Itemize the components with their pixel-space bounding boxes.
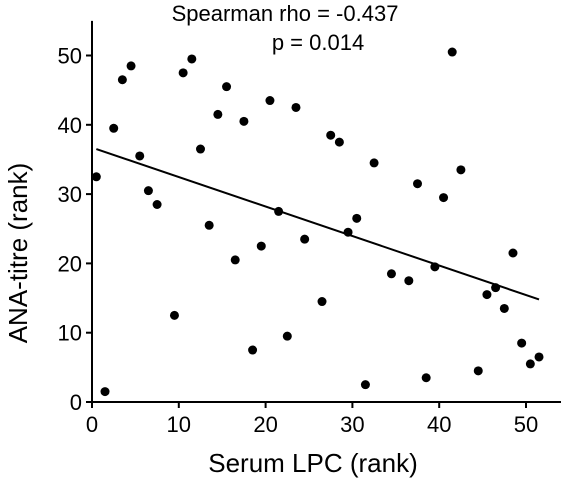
- data-point: [317, 297, 327, 307]
- data-point: [239, 116, 249, 126]
- regression-line-group: [96, 148, 540, 301]
- data-point: [369, 158, 379, 168]
- data-point: [326, 130, 336, 140]
- data-point: [508, 248, 518, 258]
- data-point: [334, 137, 344, 147]
- y-tick-label: 0: [70, 390, 82, 415]
- data-point: [117, 75, 127, 85]
- x-tick-label: 40: [427, 412, 451, 437]
- data-point: [248, 345, 258, 355]
- data-point: [135, 151, 145, 161]
- data-point: [360, 380, 370, 390]
- data-points: [91, 47, 544, 397]
- data-point: [282, 331, 292, 341]
- data-point: [187, 54, 197, 64]
- x-tick-label: 30: [340, 412, 364, 437]
- data-point: [499, 303, 509, 313]
- y-tick-label: 30: [58, 182, 82, 207]
- x-tick-label: 10: [167, 412, 191, 437]
- data-point: [456, 165, 466, 175]
- data-point: [178, 68, 188, 78]
- data-point: [256, 241, 266, 251]
- x-tick-label: 0: [86, 412, 98, 437]
- y-tick-label: 40: [58, 113, 82, 138]
- annotation-rho: Spearman rho = -0.437: [172, 1, 399, 26]
- data-point: [473, 366, 483, 376]
- data-point: [300, 234, 310, 244]
- data-point: [100, 387, 110, 397]
- annotation-p: p = 0.014: [272, 30, 364, 55]
- x-tick-label: 20: [253, 412, 277, 437]
- data-point: [169, 310, 179, 320]
- data-point: [230, 255, 240, 265]
- data-point: [196, 144, 205, 154]
- data-point: [265, 96, 275, 106]
- data-point: [109, 123, 119, 133]
- data-point: [213, 109, 223, 119]
- data-point: [222, 82, 232, 92]
- data-point: [386, 269, 396, 279]
- data-point: [291, 102, 301, 112]
- y-tick-label: 20: [58, 251, 82, 276]
- data-point: [143, 186, 153, 196]
- data-point: [534, 352, 544, 362]
- data-point: [421, 373, 431, 383]
- data-point: [413, 179, 422, 189]
- y-tick-label: 50: [58, 44, 82, 69]
- data-point: [439, 193, 449, 203]
- data-point: [204, 220, 214, 230]
- regression-line: [96, 148, 540, 301]
- data-point: [352, 213, 362, 223]
- data-point: [525, 359, 535, 369]
- data-point: [482, 290, 492, 300]
- axes: 0 10 20 30 40 50 0 10 20 30 40 50: [58, 20, 561, 437]
- x-tick-label: 50: [514, 412, 538, 437]
- data-point: [126, 61, 136, 71]
- x-axis-title: Serum LPC (rank): [208, 448, 418, 478]
- y-axis-title: ANA-titre (rank): [3, 163, 33, 344]
- data-point: [152, 199, 162, 209]
- y-tick-label: 10: [58, 321, 82, 346]
- data-point: [404, 276, 414, 286]
- data-point: [447, 47, 457, 57]
- data-point: [517, 338, 527, 348]
- data-point: [91, 172, 101, 182]
